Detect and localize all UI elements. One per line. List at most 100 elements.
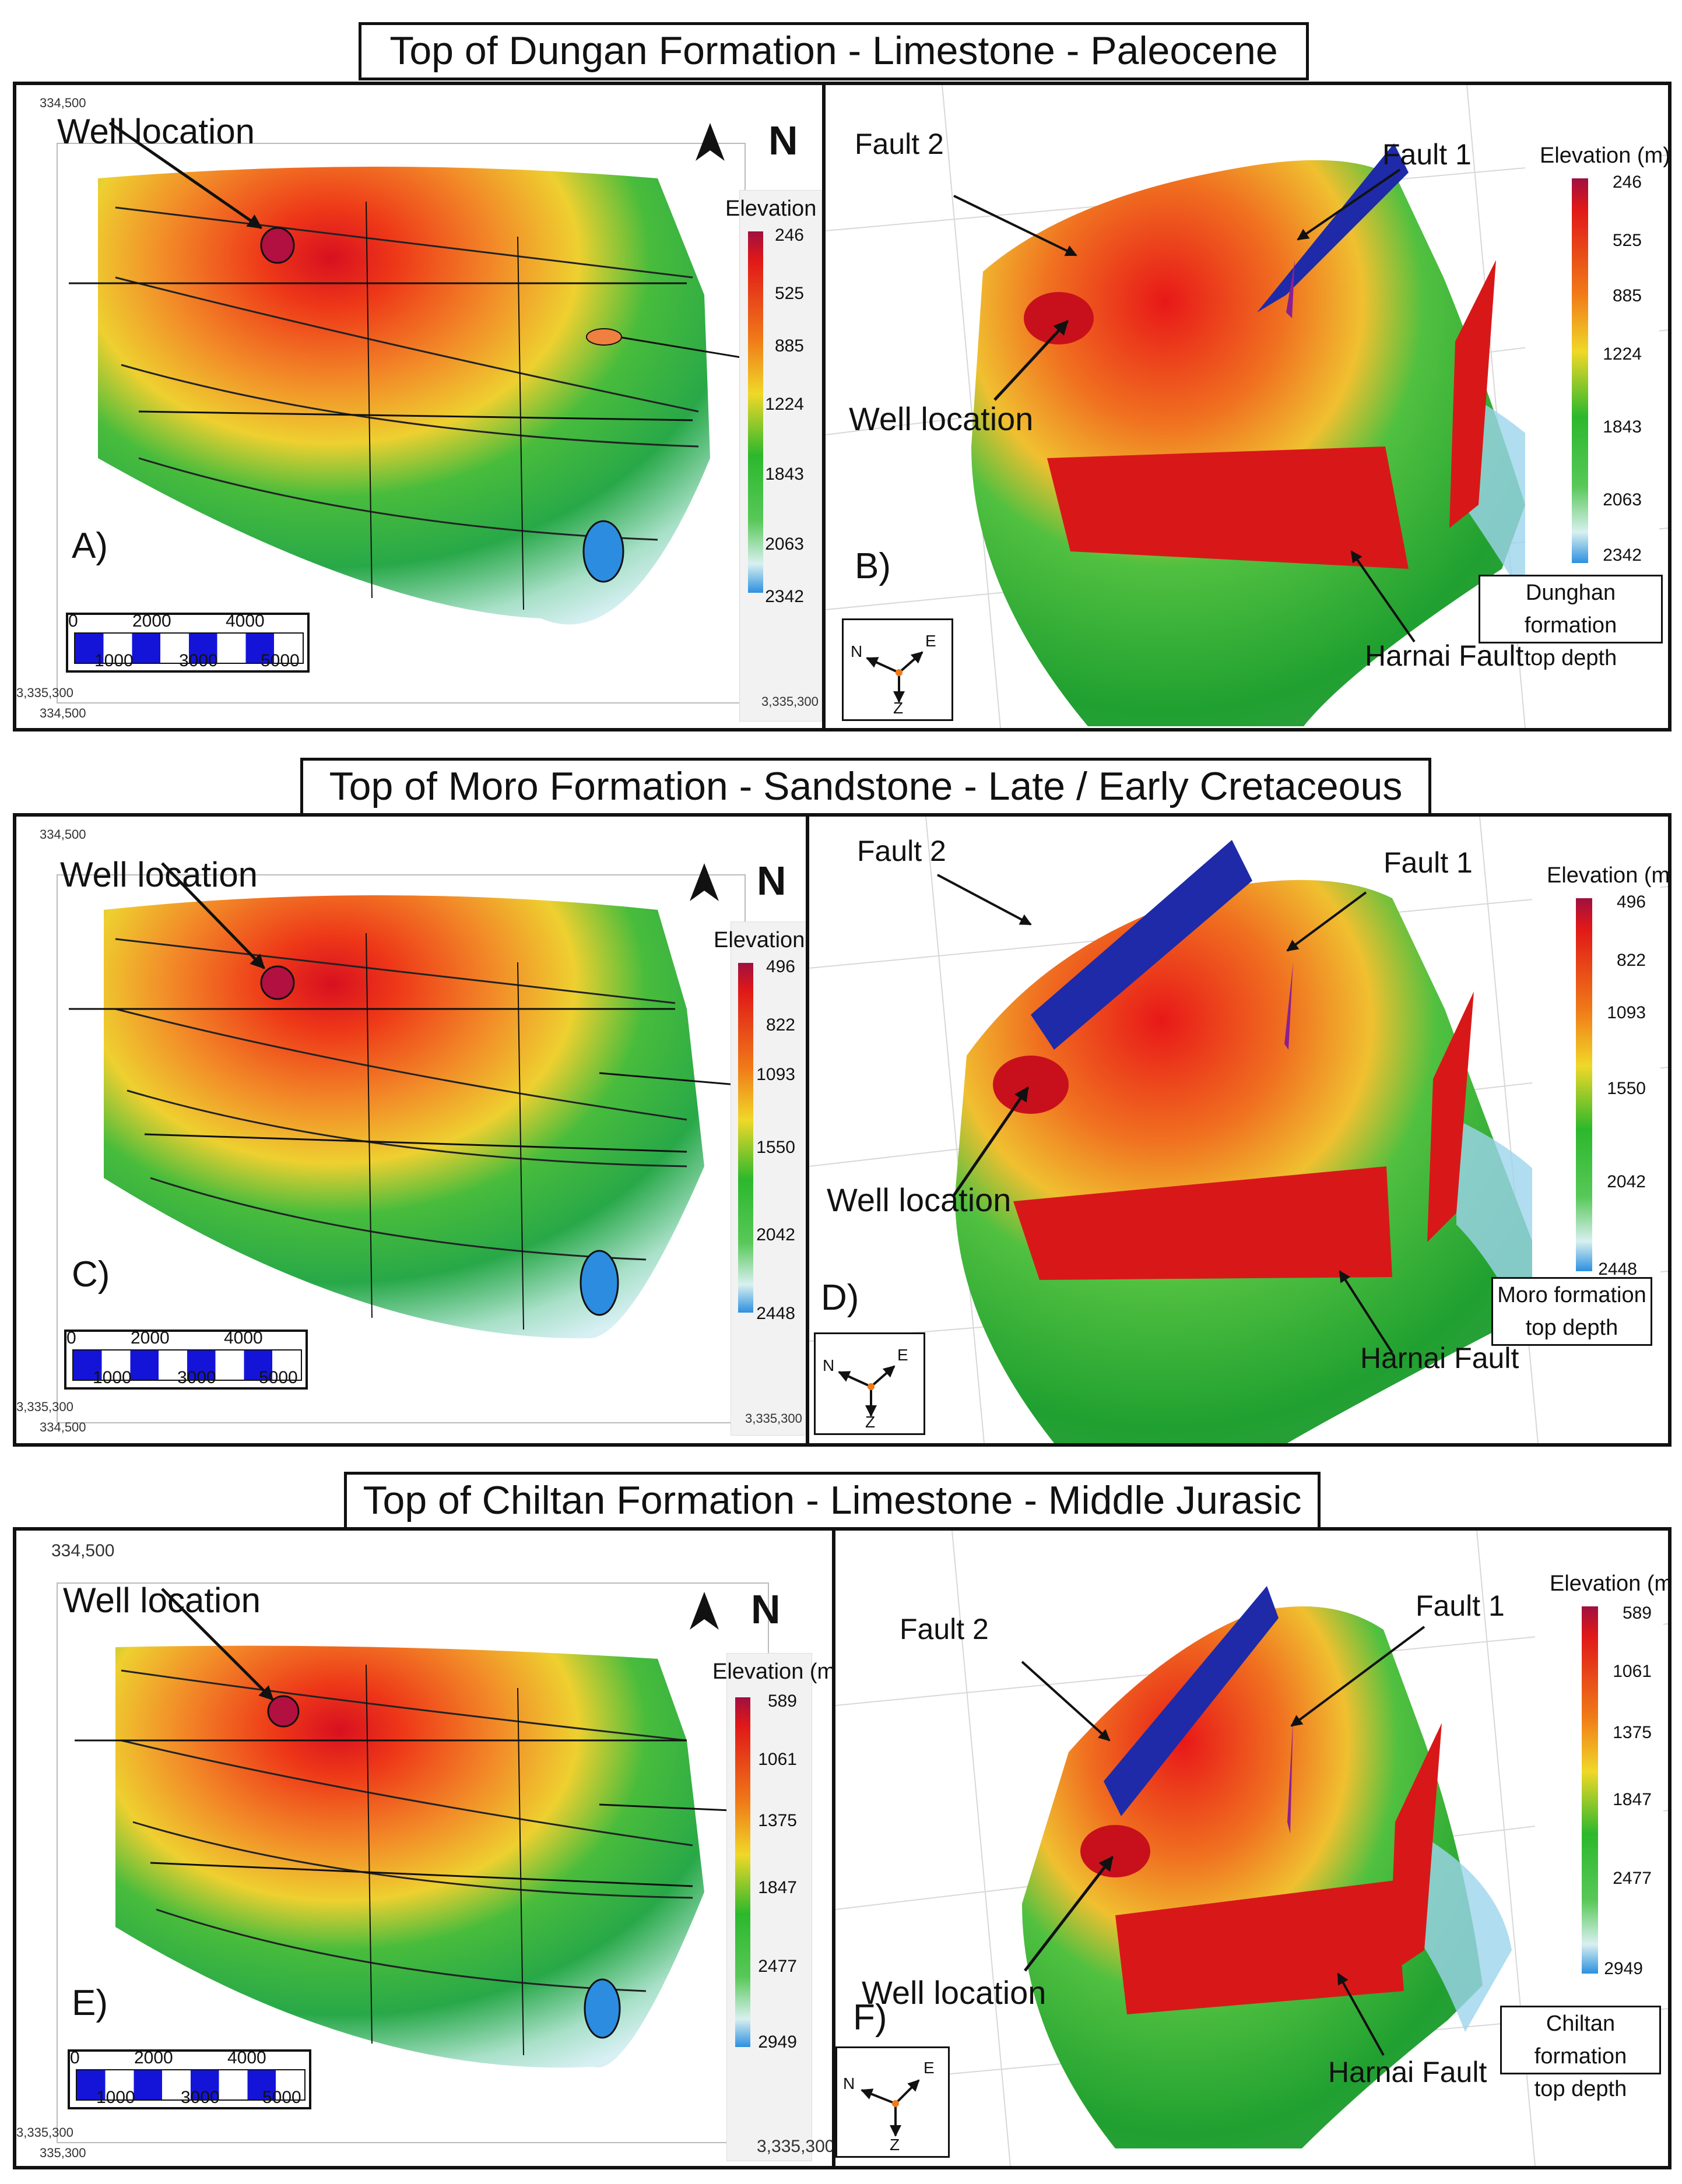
legend-tick: 496 [765, 957, 795, 976]
orientation-axes: N E Z [835, 2046, 950, 2158]
coord-bottom-left: 3,335,300 [16, 2125, 73, 2140]
panel-letter-b: B) [855, 546, 891, 586]
caption-line: top depth [1525, 1316, 1618, 1340]
legend-colorbar [1572, 178, 1588, 563]
axis-z: Z [890, 2136, 900, 2154]
legend-title: Elevation (m) [714, 928, 809, 952]
legend-tick: 2477 [758, 1957, 797, 1976]
scale-label: 4000 [226, 611, 265, 631]
legend-tick: 1061 [758, 1750, 797, 1769]
scale-label: 1000 [94, 651, 134, 670]
axes-icon [866, 651, 923, 703]
legend-tick: 2063 [765, 534, 804, 554]
axis-z: Z [865, 1413, 876, 1431]
coord-bottom-right: 3,335,300 [761, 694, 819, 709]
contour-map-a [57, 121, 752, 704]
axis-e: E [925, 632, 936, 650]
legend-title: Elevation (m) [712, 1659, 839, 1684]
title-chiltan: Top of Chiltan Formation - Limestone - M… [344, 1472, 1321, 1530]
legend-tick: 496 [1616, 892, 1646, 912]
fault-1-label: Fault 1 [1416, 1589, 1505, 1622]
legend-tick: 885 [774, 336, 804, 356]
scale-label: 0 [66, 1328, 76, 1348]
panel-letter-a: A) [72, 526, 108, 566]
legend-tick: 2342 [1603, 546, 1642, 565]
panel-letter-e: E) [72, 1983, 108, 2023]
harnai-fault-label: Harnai Fault [1328, 2056, 1487, 2088]
fault-1-label: Fault 1 [1382, 138, 1472, 171]
legend-tick: 246 [1612, 173, 1642, 192]
fault-2-label: Fault 2 [855, 128, 944, 160]
coord-bottom-right: 3,335,300 [757, 2137, 835, 2156]
legend-tick: 2042 [756, 1225, 795, 1244]
caption-line: Dunghan formation [1524, 581, 1617, 638]
scale-label: 4000 [227, 2048, 266, 2067]
legend-title: Elevation (m) [1540, 143, 1670, 168]
caption-line: top depth [1524, 646, 1617, 670]
legend-tick: 1847 [1613, 1790, 1652, 1809]
legend-tick: 2042 [1607, 1172, 1646, 1191]
coord-bottom-left: 3,335,300 [16, 1399, 73, 1414]
legend-tick: 1061 [1613, 1662, 1652, 1681]
legend-colorbar [738, 963, 753, 1313]
north-arrow-icon [690, 1592, 719, 1630]
scale-bar: 0 2000 4000 1000 3000 5000 [68, 2048, 311, 2109]
legend-tick: 1550 [1607, 1079, 1646, 1098]
coord-bottom-left-2: 335,300 [40, 2146, 86, 2160]
legend-tick: 589 [1622, 1603, 1652, 1623]
axis-n: N [823, 1356, 835, 1374]
well-location-label: Well location [57, 112, 255, 151]
caption-line: Moro formation [1497, 1283, 1646, 1307]
legend-colorbar [1582, 1606, 1598, 1974]
north-label: N [757, 858, 786, 903]
fault-2-label: Fault 2 [900, 1613, 989, 1645]
legend-tick: 2949 [758, 2032, 797, 2052]
coord-top-left: 334,500 [40, 827, 86, 842]
legend-tick: 1375 [1613, 1723, 1652, 1742]
panel-d-3d-surface: Fault 2 Fault 1 Well location Harnai Fau… [806, 813, 1672, 1447]
scale-label: 5000 [262, 2088, 301, 2107]
contour-map-c [57, 862, 746, 1423]
legend-colorbar [748, 231, 763, 593]
legend-colorbar [1576, 898, 1592, 1271]
legend-tick: 1843 [1603, 417, 1642, 437]
harnai-fault-label: Harnai Fault [1360, 1342, 1519, 1374]
legend-title: Elevation (m) [1547, 863, 1672, 888]
legend-tick: 1847 [758, 1878, 797, 1897]
fault-2-label: Fault 2 [857, 835, 946, 867]
fault-1-label: Fault 1 [1383, 846, 1473, 879]
panel-letter-c: C) [72, 1254, 110, 1295]
panel-letter-d: D) [821, 1278, 859, 1318]
scale-label: 5000 [259, 1368, 298, 1387]
harnai-fault-label: Harnai Fault [1365, 639, 1524, 672]
orientation-axes: N E Z [842, 618, 953, 721]
elevation-legend: Elevation (m) 589 1061 1375 1847 2477 29… [1535, 1566, 1668, 2009]
caption-line: Chiltan formation [1534, 2011, 1627, 2069]
legend-tick: 822 [765, 1015, 795, 1035]
well-location-label: Well location [827, 1181, 1012, 1218]
axes-icon [861, 2079, 920, 2137]
axis-n: N [851, 642, 863, 660]
legend-tick: 1224 [765, 395, 804, 414]
title-moro: Top of Moro Formation - Sandstone - Late… [300, 758, 1431, 816]
coord-top-left: 334,500 [40, 96, 86, 110]
legend-tick: 525 [774, 284, 804, 303]
scale-label: 1000 [96, 2088, 135, 2107]
surface-caption: Dunghan formation top depth [1479, 575, 1663, 670]
scale-label: 2000 [131, 1328, 170, 1348]
scale-label: 3000 [181, 2088, 220, 2107]
legend-tick: 1224 [1603, 344, 1642, 364]
legend-tick: 822 [1616, 951, 1646, 970]
legend-tick: 1843 [765, 465, 804, 484]
scale-label: 0 [70, 2048, 80, 2067]
north-arrow-icon [696, 123, 725, 161]
panel-a-contour-map: 334,500 Well location N Elevation (m) 24… [13, 82, 829, 731]
coord-top-left: 334,500 [51, 1541, 115, 1560]
coord-bottom-left: 3,335,300 [16, 685, 73, 700]
elevation-legend: Elevation (m) 246 525 885 1224 1843 2063… [725, 190, 826, 722]
legend-title: Elevation (m) [1550, 1571, 1672, 1596]
3d-surface-f [835, 1531, 1668, 2166]
legend-tick: 1375 [758, 1811, 797, 1830]
north-label: N [751, 1587, 781, 1632]
legend-tick: 2063 [1603, 490, 1642, 509]
